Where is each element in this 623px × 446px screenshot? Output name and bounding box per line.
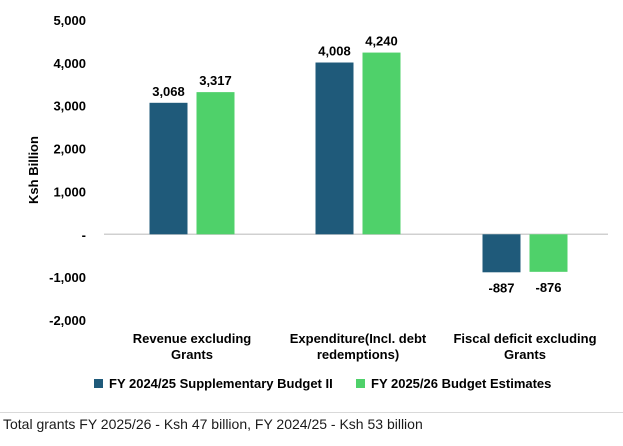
category-label: redemptions)	[317, 347, 399, 362]
legend-swatch	[356, 379, 365, 388]
bar-fy2025-26-cat3	[529, 234, 568, 272]
data-label: 3,317	[199, 73, 232, 88]
y-tick-label: 3,000	[53, 99, 86, 114]
data-label: 4,008	[318, 44, 351, 59]
y-axis-title: Ksh Billion	[26, 136, 41, 204]
data-label: -876	[535, 280, 561, 295]
y-tick-label: -1,000	[49, 270, 86, 285]
legend-swatch	[94, 379, 103, 388]
y-tick-label: 1,000	[53, 184, 86, 199]
bar-fy2024-25-cat1	[149, 102, 188, 235]
y-tick-label: -2,000	[49, 313, 86, 328]
legend-label: FY 2025/26 Budget Estimates	[371, 376, 551, 391]
category-label: Expenditure(Incl. debt	[290, 331, 427, 346]
y-tick-label: 2,000	[53, 142, 86, 157]
y-tick-label: 4,000	[53, 56, 86, 71]
data-label: 4,240	[365, 34, 398, 49]
bar-fy2025-26-cat2	[362, 52, 401, 235]
category-label: Grants	[504, 347, 546, 362]
data-label: -887	[488, 280, 514, 295]
data-label: 3,068	[152, 84, 185, 99]
category-label: Fiscal deficit excluding	[453, 331, 596, 346]
category-label: Revenue excluding	[133, 331, 252, 346]
bar-fy2025-26-cat1	[196, 92, 235, 235]
chart-frame: -2,000 -1,000-1,000 2,000 3,000 4,000 5,000 Ks…	[0, 13, 623, 413]
y-tick-label: 5,000	[53, 13, 86, 28]
budget-bar-chart: -2,000-1,000-1,0002,0003,0004,0005,000Ks…	[26, 13, 608, 391]
footnote: Total grants FY 2025/26 - Ksh 47 billion…	[3, 416, 423, 432]
bar-fy2024-25-cat3	[482, 234, 521, 273]
category-label: Grants	[171, 347, 213, 362]
y-tick-label: -	[82, 227, 86, 242]
legend-label: FY 2024/25 Supplementary Budget II	[109, 376, 333, 391]
bar-fy2024-25-cat2	[315, 62, 354, 235]
